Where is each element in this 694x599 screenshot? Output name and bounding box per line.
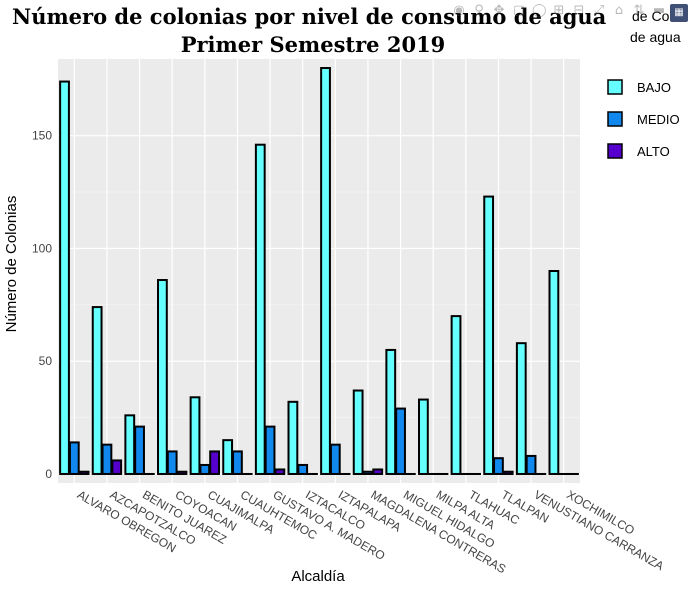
- zoom-icon[interactable]: ⚲: [474, 3, 484, 18]
- bar-medio[interactable]: [493, 457, 504, 475]
- bar-bajo[interactable]: [254, 143, 266, 475]
- chart-title: Número de colonias por nivel de consumo …: [12, 4, 607, 29]
- bar-bajo[interactable]: [59, 80, 70, 475]
- lasso-icon[interactable]: ◯: [532, 3, 547, 18]
- legend-swatch-medio[interactable]: [607, 111, 623, 127]
- bar-alto[interactable]: [274, 468, 286, 475]
- bar-medio[interactable]: [395, 407, 406, 475]
- x-axis-title: Alcaldía: [291, 568, 345, 585]
- y-axis-title: Número de Colonias: [3, 196, 20, 333]
- bar-medio[interactable]: [297, 463, 309, 475]
- bar-medio[interactable]: [68, 441, 80, 475]
- bars: [59, 67, 579, 475]
- bar-medio[interactable]: [166, 450, 178, 475]
- autoscale-icon[interactable]: ⤢: [593, 3, 605, 18]
- bar-alto[interactable]: [502, 470, 514, 475]
- legend-swatch-alto[interactable]: [607, 143, 623, 159]
- bar-bajo[interactable]: [124, 414, 136, 475]
- bar-bajo[interactable]: [157, 279, 168, 475]
- bar-medio[interactable]: [525, 454, 537, 475]
- bar-medio[interactable]: [264, 425, 276, 475]
- zoom-in-icon[interactable]: ⊞: [553, 3, 565, 18]
- bar-alto[interactable]: [209, 450, 220, 475]
- legend-label-medio[interactable]: MEDIO: [637, 112, 680, 127]
- bar-bajo[interactable]: [352, 389, 364, 475]
- spike-lines-icon[interactable]: ⇅: [633, 3, 645, 18]
- camera-icon[interactable]: ◉: [453, 3, 465, 18]
- bar-alto[interactable]: [372, 468, 384, 475]
- bar-bajo[interactable]: [418, 398, 429, 475]
- bar-bajo[interactable]: [320, 67, 331, 475]
- bar-medio[interactable]: [362, 470, 374, 475]
- bar-bajo[interactable]: [222, 439, 234, 475]
- bar-bajo[interactable]: [515, 342, 527, 475]
- legend: BAJO MEDIO ALTO: [607, 79, 680, 159]
- chart-subtitle: Primer Semestre 2019: [181, 32, 446, 57]
- plot-background: [58, 59, 580, 483]
- bar-medio[interactable]: [329, 443, 341, 475]
- bar-bajo[interactable]: [91, 306, 103, 475]
- bar-bajo[interactable]: [548, 270, 560, 475]
- hover-closest-icon[interactable]: ▬: [652, 3, 666, 18]
- y-ticks: 0 50 100 150: [32, 129, 52, 481]
- plotly-logo-icon[interactable]: ▦: [670, 4, 688, 22]
- bar-alto[interactable]: [78, 470, 90, 475]
- bar-medio[interactable]: [232, 450, 243, 475]
- bar-bajo[interactable]: [385, 348, 397, 475]
- y-tick-label: 100: [32, 241, 52, 255]
- bar-bajo[interactable]: [189, 396, 201, 475]
- bar-bajo[interactable]: [483, 195, 495, 475]
- bar-bajo[interactable]: [450, 315, 462, 475]
- legend-swatch-bajo[interactable]: [607, 79, 623, 95]
- zoom-out-icon[interactable]: ⊟: [573, 3, 585, 18]
- bar-medio[interactable]: [134, 425, 145, 475]
- y-tick-label: 0: [45, 467, 52, 481]
- bar-medio[interactable]: [101, 443, 113, 475]
- modebar: ◉ ⚲ ✥ ▢ ◯ ⊞ ⊟ ⤢ ⌂ ⇅ ▬ ▤: [452, 4, 686, 18]
- y-tick-label: 150: [32, 129, 52, 143]
- bar-medio[interactable]: [199, 463, 211, 475]
- legend-title-line2: de agua: [630, 29, 681, 45]
- bar-alto[interactable]: [176, 470, 188, 475]
- pan-icon[interactable]: ✥: [493, 3, 505, 18]
- reset-axes-icon[interactable]: ⌂: [614, 3, 624, 18]
- bar-bajo[interactable]: [287, 400, 299, 475]
- bar-alto[interactable]: [111, 459, 123, 475]
- grid: [58, 59, 580, 483]
- legend-label-bajo[interactable]: BAJO: [637, 80, 671, 95]
- y-tick-label: 50: [39, 354, 53, 368]
- x-tick-label: VENUSTIANO CARRANZA: [532, 487, 667, 573]
- legend-label-alto[interactable]: ALTO: [637, 144, 670, 159]
- box-select-icon[interactable]: ▢: [512, 3, 526, 18]
